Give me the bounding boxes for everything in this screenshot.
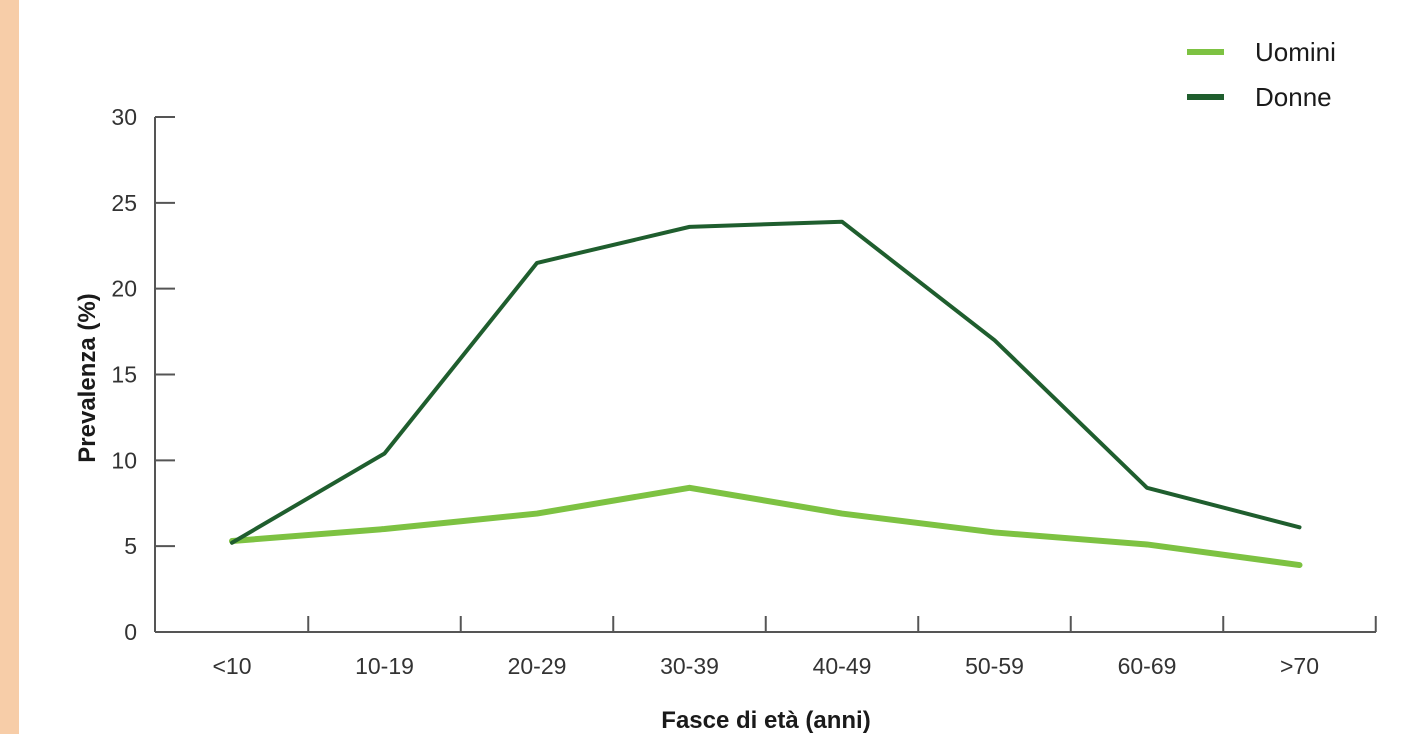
y-tick-label: 0 <box>124 619 137 645</box>
x-tick-label: 10-19 <box>355 653 414 679</box>
x-axis-title: Fasce di età (anni) <box>661 707 870 734</box>
x-tick-label: <10 <box>212 653 251 679</box>
legend: Uomini Donne <box>1187 37 1336 112</box>
y-tick-label: 20 <box>111 276 137 302</box>
y-tick-label: 25 <box>111 190 137 216</box>
x-ticks: <10 10-19 20-29 30-39 40-49 50-59 60-69 >70 <box>212 616 1377 679</box>
x-tick-label: 40-49 <box>813 653 872 679</box>
y-tick-label: 15 <box>111 362 137 388</box>
x-tick-label: 60-69 <box>1118 653 1177 679</box>
y-tick-label: 5 <box>124 533 137 559</box>
series-layer <box>229 219 1303 569</box>
x-tick-label: >70 <box>1280 653 1319 679</box>
axes <box>154 117 1376 633</box>
legend-label-uomini: Uomini <box>1255 37 1336 67</box>
y-tick-label: 30 <box>111 104 137 130</box>
x-tick-label: 30-39 <box>660 653 719 679</box>
left-decorative-stripe <box>0 0 19 734</box>
y-ticks: 0 5 10 15 20 25 30 <box>111 104 175 645</box>
x-tick-label: 20-29 <box>508 653 567 679</box>
legend-label-donne: Donne <box>1255 82 1332 112</box>
series-line-uomini <box>229 484 1303 569</box>
x-tick-label: 50-59 <box>965 653 1024 679</box>
y-tick-label: 10 <box>111 447 137 473</box>
y-axis-title: Prevalenza (%) <box>74 293 101 462</box>
series-line-donne <box>230 219 1302 545</box>
